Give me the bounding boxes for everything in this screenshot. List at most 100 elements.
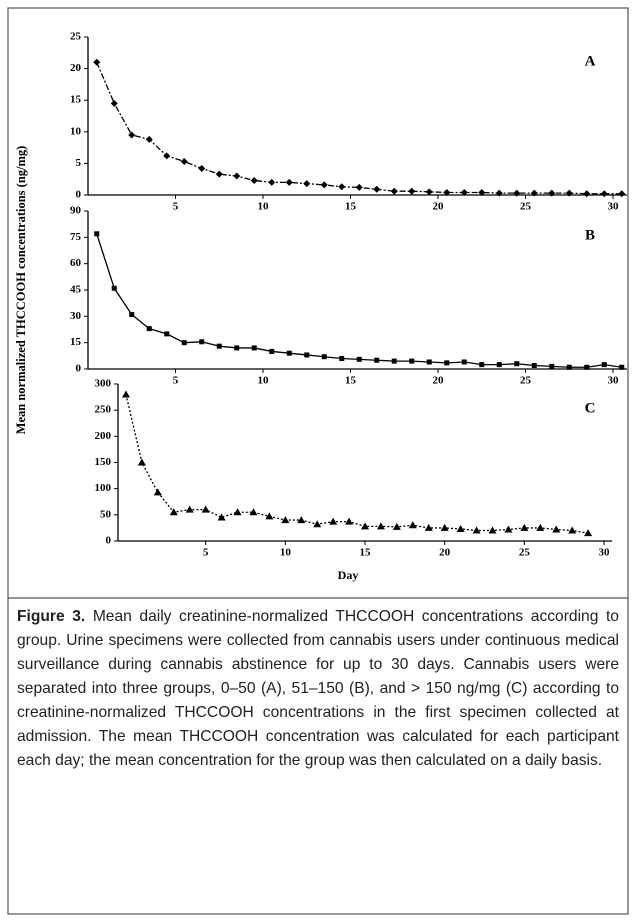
y-tick-label: 100 <box>95 482 112 494</box>
marker <box>565 189 573 197</box>
marker <box>472 526 481 534</box>
marker <box>495 189 503 197</box>
marker <box>440 523 449 531</box>
marker <box>460 188 468 196</box>
y-tick-label: 75 <box>70 231 82 243</box>
x-tick-label: 5 <box>173 375 179 387</box>
marker <box>329 517 338 525</box>
marker <box>568 526 577 534</box>
y-tick-label: 150 <box>95 456 112 468</box>
x-tick-label: 15 <box>345 375 357 387</box>
marker <box>530 189 538 197</box>
marker <box>201 505 210 513</box>
x-tick-label: 25 <box>520 375 532 387</box>
frame <box>7 7 629 915</box>
marker <box>461 359 467 365</box>
caption-text: Mean daily creatinine-normalized THCCOOH… <box>17 608 619 769</box>
marker <box>514 361 520 367</box>
marker <box>250 176 258 184</box>
y-tick-label: 15 <box>70 336 82 348</box>
marker <box>313 520 322 528</box>
marker <box>303 180 311 188</box>
y-tick-label: 50 <box>100 508 112 520</box>
y-tick-label: 60 <box>70 257 82 269</box>
caption-label: Figure 3. <box>17 608 86 625</box>
marker <box>601 362 607 368</box>
panel-label: C <box>585 400 596 416</box>
y-tick-label: 300 <box>95 378 112 390</box>
marker <box>478 188 486 196</box>
marker <box>304 352 310 358</box>
marker <box>356 356 362 362</box>
marker <box>297 516 306 524</box>
y-tick-label: 25 <box>70 31 82 43</box>
marker <box>548 189 556 197</box>
marker <box>185 505 194 513</box>
marker <box>390 187 398 195</box>
marker <box>93 58 101 66</box>
y-tick-label: 20 <box>70 62 82 74</box>
marker <box>496 362 502 368</box>
y-tick-label: 0 <box>76 363 82 375</box>
series-line <box>125 394 589 534</box>
x-tick-label: 30 <box>599 547 611 559</box>
marker <box>137 458 146 466</box>
x-tick-label: 15 <box>345 201 357 213</box>
marker <box>320 181 328 189</box>
marker <box>145 135 153 143</box>
y-tick-label: 30 <box>70 310 82 322</box>
marker <box>409 358 415 364</box>
marker <box>549 363 555 369</box>
marker <box>153 488 162 496</box>
marker <box>425 188 433 196</box>
marker <box>169 508 178 516</box>
marker <box>355 183 363 191</box>
x-tick-label: 25 <box>520 201 532 213</box>
marker <box>94 231 100 237</box>
marker <box>374 357 380 363</box>
x-tick-label: 5 <box>173 201 179 213</box>
marker <box>583 190 591 198</box>
y-tick-label: 15 <box>70 94 82 106</box>
marker <box>531 362 537 368</box>
y-tick-label: 5 <box>76 157 82 169</box>
marker <box>285 178 293 186</box>
x-tick-label: 20 <box>439 547 451 559</box>
marker <box>566 364 572 370</box>
y-tick-label: 45 <box>70 284 82 296</box>
marker <box>443 188 451 196</box>
marker <box>129 312 135 318</box>
x-tick-label: 10 <box>280 547 292 559</box>
marker <box>339 355 345 361</box>
marker <box>216 343 222 349</box>
marker <box>198 164 206 172</box>
x-tick-label: 30 <box>608 375 620 387</box>
x-tick-label: 20 <box>433 375 445 387</box>
marker <box>234 345 240 351</box>
marker <box>536 523 545 531</box>
marker <box>286 350 292 356</box>
marker <box>391 358 397 364</box>
marker <box>180 158 188 166</box>
marker <box>392 522 401 530</box>
x-axis-label: Day <box>338 568 359 582</box>
marker <box>233 172 241 180</box>
y-tick-label: 90 <box>70 205 82 217</box>
y-axis-label: Mean normalized THCCOOH concentrations (… <box>14 146 28 435</box>
marker <box>249 508 258 516</box>
marker <box>217 513 226 521</box>
marker <box>426 359 432 365</box>
marker <box>552 525 561 533</box>
series-line <box>96 62 622 195</box>
marker <box>479 362 485 368</box>
marker <box>321 354 327 360</box>
marker <box>513 189 521 197</box>
marker <box>251 345 257 351</box>
marker <box>444 360 450 366</box>
marker <box>269 348 275 354</box>
marker <box>408 187 416 195</box>
marker <box>488 526 497 534</box>
marker <box>618 190 626 198</box>
